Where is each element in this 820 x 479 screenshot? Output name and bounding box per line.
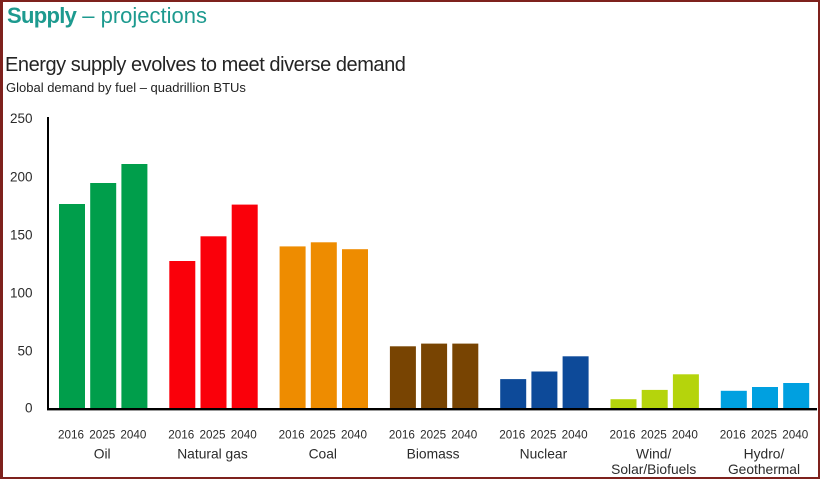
svg-text:2025: 2025	[89, 428, 116, 441]
svg-text:2016: 2016	[609, 428, 635, 441]
svg-text:2016: 2016	[720, 428, 746, 441]
svg-text:2040: 2040	[782, 428, 809, 441]
svg-text:Wind/: Wind/	[636, 446, 671, 461]
svg-text:Geothermal: Geothermal	[728, 462, 800, 477]
svg-text:150: 150	[10, 227, 33, 242]
svg-text:100: 100	[10, 285, 33, 300]
svg-text:2040: 2040	[672, 428, 699, 441]
svg-text:Biomass: Biomass	[407, 446, 460, 461]
svg-text:Solar/Biofuels: Solar/Biofuels	[611, 462, 696, 477]
svg-text:250: 250	[10, 111, 33, 126]
svg-text:2016: 2016	[499, 428, 525, 441]
svg-text:Coal: Coal	[309, 446, 337, 461]
svg-text:2040: 2040	[120, 428, 147, 441]
svg-text:2025: 2025	[530, 428, 557, 441]
svg-text:2025: 2025	[310, 428, 337, 441]
svg-text:2040: 2040	[562, 428, 589, 441]
svg-text:Natural gas: Natural gas	[177, 446, 248, 461]
svg-text:2040: 2040	[341, 428, 368, 441]
svg-text:2016: 2016	[279, 428, 305, 441]
svg-text:Nuclear: Nuclear	[520, 446, 568, 461]
svg-text:2040: 2040	[451, 428, 478, 441]
svg-text:Hydro/: Hydro/	[744, 446, 785, 461]
svg-text:2016: 2016	[58, 428, 84, 441]
svg-text:Oil: Oil	[94, 446, 111, 461]
svg-text:2016: 2016	[168, 428, 194, 441]
svg-text:200: 200	[10, 169, 33, 184]
svg-text:0: 0	[25, 400, 33, 415]
svg-text:2040: 2040	[231, 428, 258, 441]
svg-text:50: 50	[17, 343, 32, 358]
svg-text:2025: 2025	[199, 428, 226, 441]
svg-text:2025: 2025	[420, 428, 447, 441]
svg-text:2025: 2025	[641, 428, 668, 441]
svg-text:2025: 2025	[751, 428, 778, 441]
svg-text:2016: 2016	[389, 428, 415, 441]
